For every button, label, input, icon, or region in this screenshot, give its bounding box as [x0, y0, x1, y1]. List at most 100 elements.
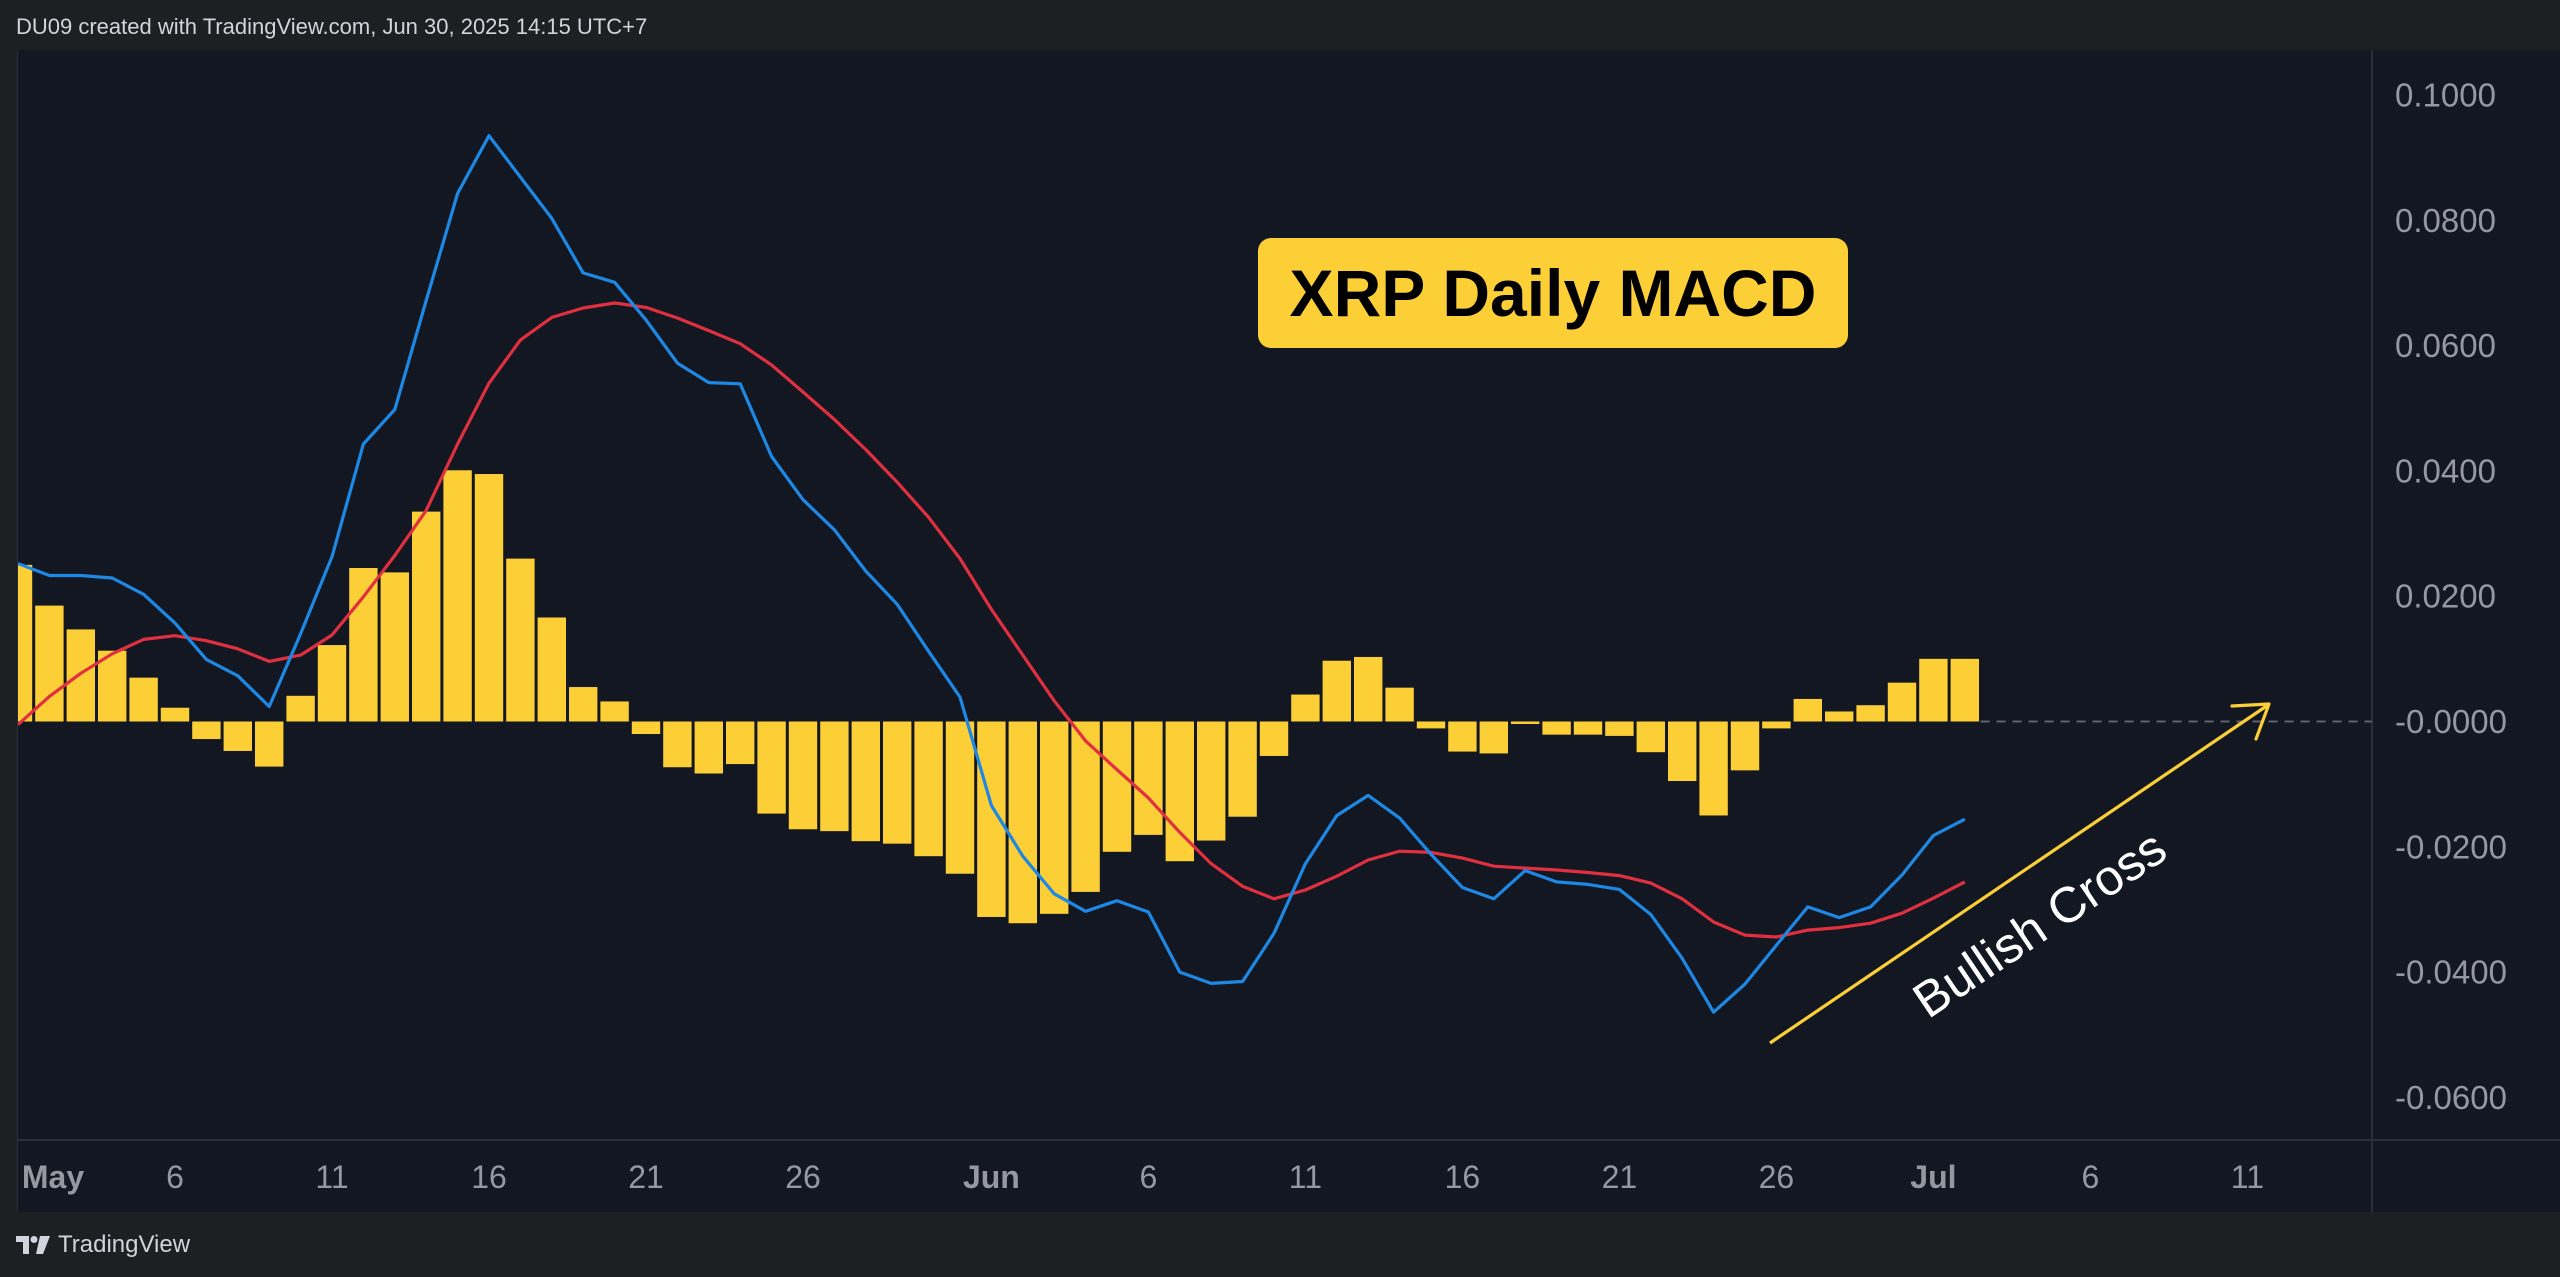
histogram-bar: [1605, 721, 1634, 736]
histogram-bar: [1950, 658, 1979, 722]
histogram-bar: [1825, 711, 1854, 722]
title-background: [1258, 238, 1848, 348]
histogram-bar: [1008, 721, 1037, 924]
histogram-bar: [1102, 721, 1132, 852]
histogram-bar: [663, 721, 692, 768]
histogram-bar: [1573, 721, 1603, 735]
arrow-line: [1769, 703, 2269, 1045]
histogram-bar: [1762, 721, 1791, 729]
histogram-bar: [1354, 656, 1383, 722]
histogram-bar: [1259, 721, 1289, 756]
histogram-bar: [788, 721, 818, 830]
histogram-bar: [160, 707, 190, 722]
histogram-bar: [317, 645, 347, 722]
histogram-bar: [1479, 721, 1508, 754]
time-tick-label: 16: [1445, 1159, 1481, 1195]
histogram-bar: [600, 701, 629, 722]
histogram-bar: [349, 568, 378, 722]
histogram-bar: [474, 474, 504, 722]
time-tick-label: May: [22, 1159, 84, 1195]
time-tick-label: 26: [1759, 1159, 1795, 1195]
histogram-bar: [223, 721, 252, 751]
histogram-bar: [412, 511, 441, 722]
price-tick-label: 0.1000: [2395, 77, 2496, 114]
histogram-bar: [1197, 721, 1226, 841]
histogram-bar: [1228, 721, 1257, 817]
time-tick-label: 6: [2082, 1159, 2100, 1195]
histogram-bar: [694, 721, 723, 774]
histogram-bar: [945, 721, 975, 874]
histogram-bar: [506, 558, 535, 722]
histogram-bar: [1793, 698, 1822, 722]
histogram-bar: [1071, 721, 1100, 892]
histogram-bar: [66, 629, 95, 722]
time-tick-label: 26: [785, 1159, 821, 1195]
price-tick-label: -0.0000: [2395, 703, 2507, 740]
histogram-bar: [1636, 721, 1665, 753]
time-tick-label: 11: [1289, 1159, 1322, 1195]
time-tick-label: 6: [166, 1159, 184, 1195]
time-tick-label: 11: [2231, 1159, 2264, 1195]
histogram-bar: [1040, 721, 1069, 914]
histogram-bar: [380, 572, 409, 722]
price-tick-label: -0.0400: [2395, 954, 2507, 991]
price-axis[interactable]: 0.1000 0.0800 0.0600 0.0400 0.0200 -0.0000 -0.…: [2395, 77, 2507, 1116]
histogram-bar: [1668, 721, 1697, 782]
bullish-cross-annotation: Bullish Cross: [1769, 702, 2271, 1045]
histogram-bar: [537, 617, 566, 722]
chart-title-box: XRP Daily MACD: [1258, 238, 1848, 348]
time-tick-label: 11: [315, 1159, 348, 1195]
histogram-bar: [18, 564, 33, 722]
histogram-bar: [286, 695, 315, 722]
histogram-bar: [1385, 687, 1414, 722]
price-tick-label: 0.0600: [2395, 327, 2496, 364]
histogram-bar: [820, 721, 849, 832]
time-tick-label: 21: [628, 1159, 664, 1195]
histogram-bar: [631, 721, 661, 735]
histogram-bar: [851, 721, 880, 842]
time-tick-label: Jun: [963, 1159, 1020, 1195]
arrow-head-icon: [2230, 702, 2271, 741]
histogram-series: [18, 470, 1979, 924]
time-tick-label: 21: [1602, 1159, 1638, 1195]
price-tick-label: -0.0600: [2395, 1079, 2507, 1116]
time-tick-label: 16: [471, 1159, 507, 1195]
macd-line: [18, 134, 1966, 1014]
price-tick-label: 0.0400: [2395, 452, 2496, 489]
histogram-bar: [129, 677, 158, 722]
histogram-bar: [192, 721, 221, 740]
histogram-bar: [1291, 694, 1320, 722]
histogram-bar: [1542, 721, 1571, 735]
histogram-bar: [1511, 721, 1540, 725]
histogram-bar: [98, 650, 127, 722]
price-tick-label: 0.0200: [2395, 578, 2496, 615]
histogram-bar: [1322, 660, 1351, 722]
histogram-bar: [1699, 721, 1728, 816]
histogram-bar: [914, 721, 943, 857]
histogram-bar: [726, 721, 755, 765]
histogram-bar: [443, 470, 472, 722]
histogram-bar: [1416, 721, 1446, 729]
histogram-bar: [1919, 658, 1948, 722]
signal-line: [18, 301, 1966, 939]
histogram-bar: [883, 721, 912, 844]
histogram-bar: [255, 721, 284, 767]
chart-panel[interactable]: 0.1000 0.0800 0.0600 0.0400 0.0200 -0.0000 -0.…: [17, 50, 2560, 1213]
histogram-bar: [757, 721, 786, 814]
footer-bar: TradingView: [0, 1212, 2560, 1277]
footer-brand: TradingView: [58, 1230, 191, 1258]
time-axis[interactable]: May 6 11 16 21 26 Jun 6 11 16 21 26 Jul 6 11: [22, 1159, 2264, 1195]
tradingview-logo-icon: [16, 1235, 50, 1254]
histogram-bar: [1856, 705, 1885, 722]
attribution-header: DU09 created with TradingView.com, Jun 3…: [0, 0, 2560, 50]
macd-chart[interactable]: 0.1000 0.0800 0.0600 0.0400 0.0200 -0.0000 -0.…: [18, 50, 2560, 1212]
histogram-bar: [1448, 721, 1477, 752]
price-tick-label: -0.0200: [2395, 828, 2507, 865]
price-tick-label: 0.0800: [2395, 202, 2496, 239]
histogram-bar: [1134, 721, 1163, 835]
histogram-bar: [1165, 721, 1194, 862]
histogram-bar: [1730, 721, 1760, 771]
time-tick-label: 6: [1140, 1159, 1158, 1195]
chart-title: XRP Daily MACD: [1290, 256, 1817, 330]
time-tick-label: Jul: [1910, 1159, 1956, 1195]
